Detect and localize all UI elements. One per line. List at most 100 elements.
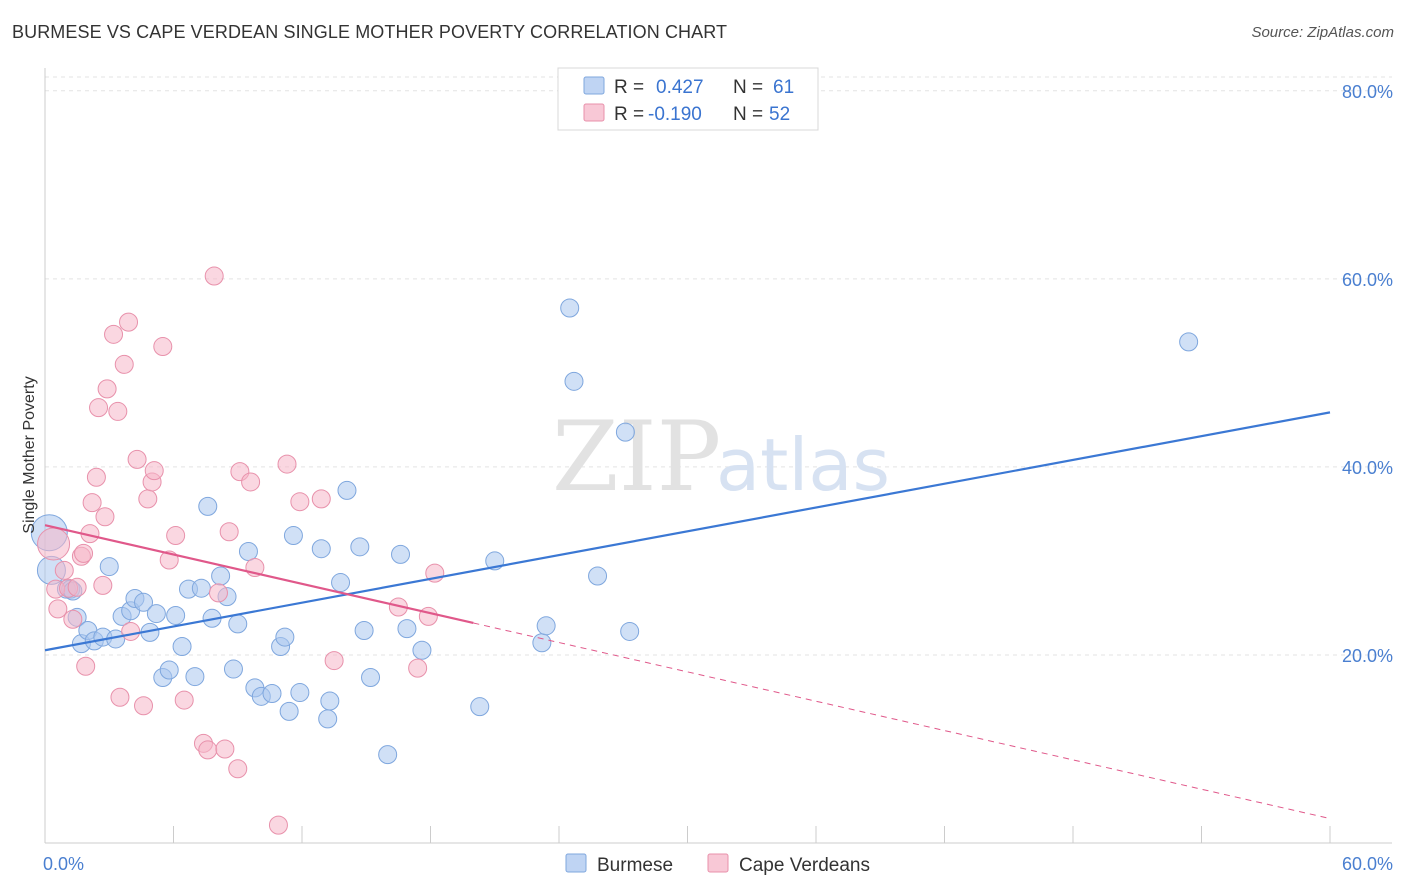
cape-verdean-point [74,543,94,563]
cape-verdean-point [228,759,248,779]
burmese-point [588,566,608,586]
burmese-point [560,298,580,318]
chart-source: Source: ZipAtlas.com [1251,24,1394,41]
legend-n-value: 61 [773,77,794,98]
legend-swatch-cape-verdeans [707,853,729,873]
y-tick-label: 20.0% [1342,646,1393,666]
legend-label-cape-verdeans: Cape Verdeans [739,855,870,876]
burmese-point [166,605,186,625]
legend-label-burmese: Burmese [597,855,673,876]
burmese-point [228,614,248,634]
burmese-point [172,636,192,656]
burmese-point [615,422,635,442]
cape-verdean-point [408,658,428,678]
burmese-point [238,542,258,562]
cape-verdean-point [63,609,83,629]
burmese-point [1179,332,1199,352]
cape-verdean-point [95,507,115,527]
legend-n-value: 52 [769,104,790,125]
cape-verdean-point [54,560,74,580]
x-tick-label: 0.0% [43,854,84,874]
cape-verdean-point [215,739,235,759]
legend-swatch-burmese [565,853,587,873]
burmese-point [279,701,299,721]
burmese-point [198,496,218,516]
burmese-point [283,526,303,546]
series-legend: Burmese Cape Verdeans [565,853,870,876]
burmese-point [262,684,282,704]
y-tick-label: 60.0% [1342,270,1393,290]
y-tick-label: 80.0% [1342,82,1393,102]
cape-verdean-point [127,449,147,469]
cape-verdean-point [89,398,109,418]
burmese-point [620,621,640,641]
legend-n-label: N = [733,104,763,125]
burmese-point [378,745,398,765]
cape-verdean-point [311,489,331,509]
data-points [30,266,1199,835]
cape-verdean-trend-extension [473,622,1331,820]
cape-verdean-point [324,651,344,671]
burmese-trend-line [44,411,1331,652]
cape-verdean-point [166,526,186,546]
cape-verdean-point [93,575,113,595]
cape-verdean-point [277,454,297,474]
burmese-point [354,621,374,641]
cape-verdean-point [110,687,130,707]
burmese-point [391,544,411,564]
legend-swatch-burmese [583,76,605,95]
cape-verdean-point [82,493,102,513]
legend-r-value: -0.190 [648,104,702,125]
cape-verdean-point [37,527,71,561]
cape-verdean-point [198,740,218,760]
burmese-point [532,633,552,653]
cape-verdean-point [268,815,288,835]
burmese-point [146,604,166,624]
cape-verdean-point [97,379,117,399]
cape-verdean-point [119,312,139,332]
cape-verdean-point [121,621,141,641]
watermark-zip: ZIP [552,401,721,513]
cape-verdean-point [418,606,438,626]
legend-n-label: N = [733,77,763,98]
watermark-atlas: atlas [716,423,890,507]
burmese-point [331,573,351,593]
burmese-point [275,627,295,647]
burmese-point [318,709,338,729]
cape-verdean-point [144,461,164,481]
cape-verdean-trend-line [44,524,474,625]
burmese-point [564,371,584,391]
correlation-legend: R = 0.427 N = 61 R = -0.190 N = 52 [557,67,819,131]
cape-verdean-point [67,577,87,597]
cape-verdean-point [219,522,239,542]
legend-swatch-cape-verdeans [583,103,605,122]
burmese-point [412,640,432,660]
cape-verdean-point [153,337,173,357]
trend-lines [44,411,1331,820]
burmese-point [211,566,231,586]
cape-verdean-point [114,354,134,374]
watermark: ZIP atlas [552,401,890,513]
cape-verdean-point [48,599,68,619]
cape-verdean-point [138,489,158,509]
burmese-point [134,592,154,612]
burmese-point [470,697,490,717]
legend-r-label: R = [614,104,644,125]
legend-r-label: R = [614,77,644,98]
burmese-point [191,578,211,598]
cape-verdean-point [174,690,194,710]
burmese-point [337,480,357,500]
cape-verdean-point [104,324,124,344]
cape-verdean-point [208,583,228,603]
burmese-point [99,557,119,577]
x-tick-label: 60.0% [1342,854,1393,874]
burmese-point [320,691,340,711]
axes [44,68,1392,844]
burmese-point [290,683,310,703]
chart-title: BURMESE VS CAPE VERDEAN SINGLE MOTHER PO… [12,22,728,42]
burmese-point [185,667,205,687]
cape-verdean-point [241,472,261,492]
cape-verdean-point [86,467,106,487]
y-axis-label: Single Mother Poverty [21,376,38,533]
